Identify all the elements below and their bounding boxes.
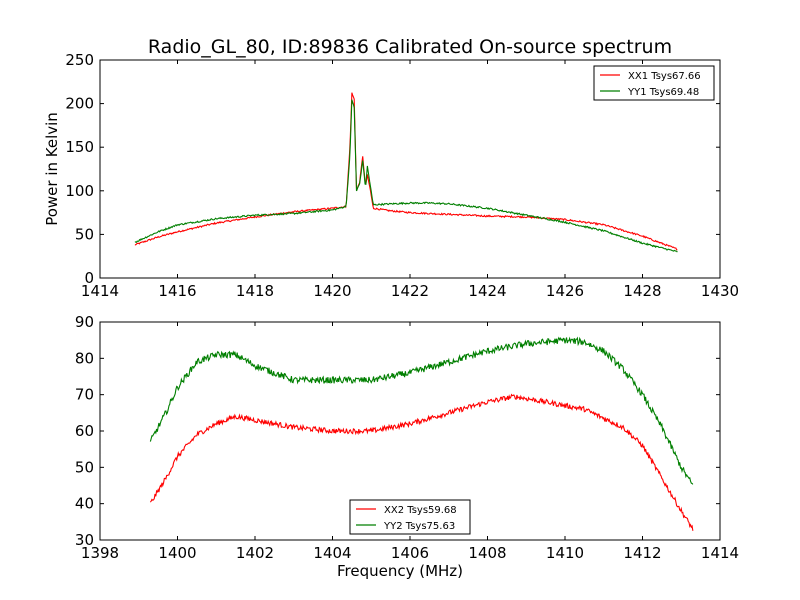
y-tick-label: 80 (75, 349, 94, 367)
legend: XX1 Tsys67.66 YY1 Tsys69.48 (593, 65, 715, 101)
x-tick-label: 1412 (623, 544, 661, 562)
x-tick-label: 1426 (546, 282, 584, 300)
series-line-xx1 (134, 92, 678, 251)
y-tick-label: 40 (75, 495, 94, 513)
series-group (149, 336, 694, 531)
y-tick-label: 90 (75, 313, 94, 331)
x-tick-label: 1414 (81, 282, 119, 300)
figure-title: Radio_GL_80, ID:89836 Calibrated On-sour… (148, 36, 672, 58)
y-axis-label: Power in Kelvin (43, 112, 61, 226)
series-line-yy2 (149, 336, 694, 485)
legend-label: YY2 Tsys75.63 (383, 521, 455, 532)
x-tick-label: 1398 (81, 544, 119, 562)
y-tick-label: 70 (75, 386, 94, 404)
x-tick-label: 1414 (701, 544, 739, 562)
y-tick-label: 50 (75, 458, 94, 476)
y-tick-label: 50 (75, 225, 94, 243)
top-panel: 1414 1416 1418 1420 1422 1424 1426 1428 1430 0 50 1… (43, 51, 739, 300)
x-tick-label: 1424 (468, 282, 506, 300)
series-line-xx2 (149, 393, 694, 531)
x-tick-label: 1416 (158, 282, 196, 300)
x-tick-label: 1430 (701, 282, 739, 300)
y-tick-label: 30 (75, 531, 94, 549)
x-tick-label: 1420 (313, 282, 351, 300)
y-tick-label: 60 (75, 422, 94, 440)
x-tick-label: 1418 (236, 282, 274, 300)
x-tick-label: 1406 (391, 544, 429, 562)
x-tick-label: 1428 (623, 282, 661, 300)
x-tick-label: 1408 (468, 544, 506, 562)
x-tick-label: 1404 (313, 544, 351, 562)
legend: XX2 Tsys59.68 YY2 Tsys75.63 (349, 499, 471, 535)
legend-label: XX1 Tsys67.66 (628, 71, 701, 82)
x-tick-label: 1422 (391, 282, 429, 300)
y-tick-label: 150 (65, 138, 94, 156)
x-axis-label: Frequency (MHz) (337, 562, 463, 580)
y-tick-label: 0 (84, 269, 94, 287)
y-tick-label: 100 (65, 182, 94, 200)
legend-box (349, 499, 471, 535)
bottom-panel: 1398 1400 1402 1404 1406 1408 1410 1412 1414 30 40… (75, 313, 739, 580)
x-tick-label: 1402 (236, 544, 274, 562)
series-group (134, 92, 678, 253)
series-line-yy1 (134, 99, 678, 253)
legend-label: XX2 Tsys59.68 (384, 505, 457, 516)
x-tick-label: 1400 (158, 544, 196, 562)
legend-label: YY1 Tsys69.48 (627, 87, 699, 98)
x-tick-label: 1410 (546, 544, 584, 562)
y-tick-label: 200 (65, 95, 94, 113)
legend-box (593, 65, 715, 101)
y-tick-label: 250 (65, 51, 94, 69)
